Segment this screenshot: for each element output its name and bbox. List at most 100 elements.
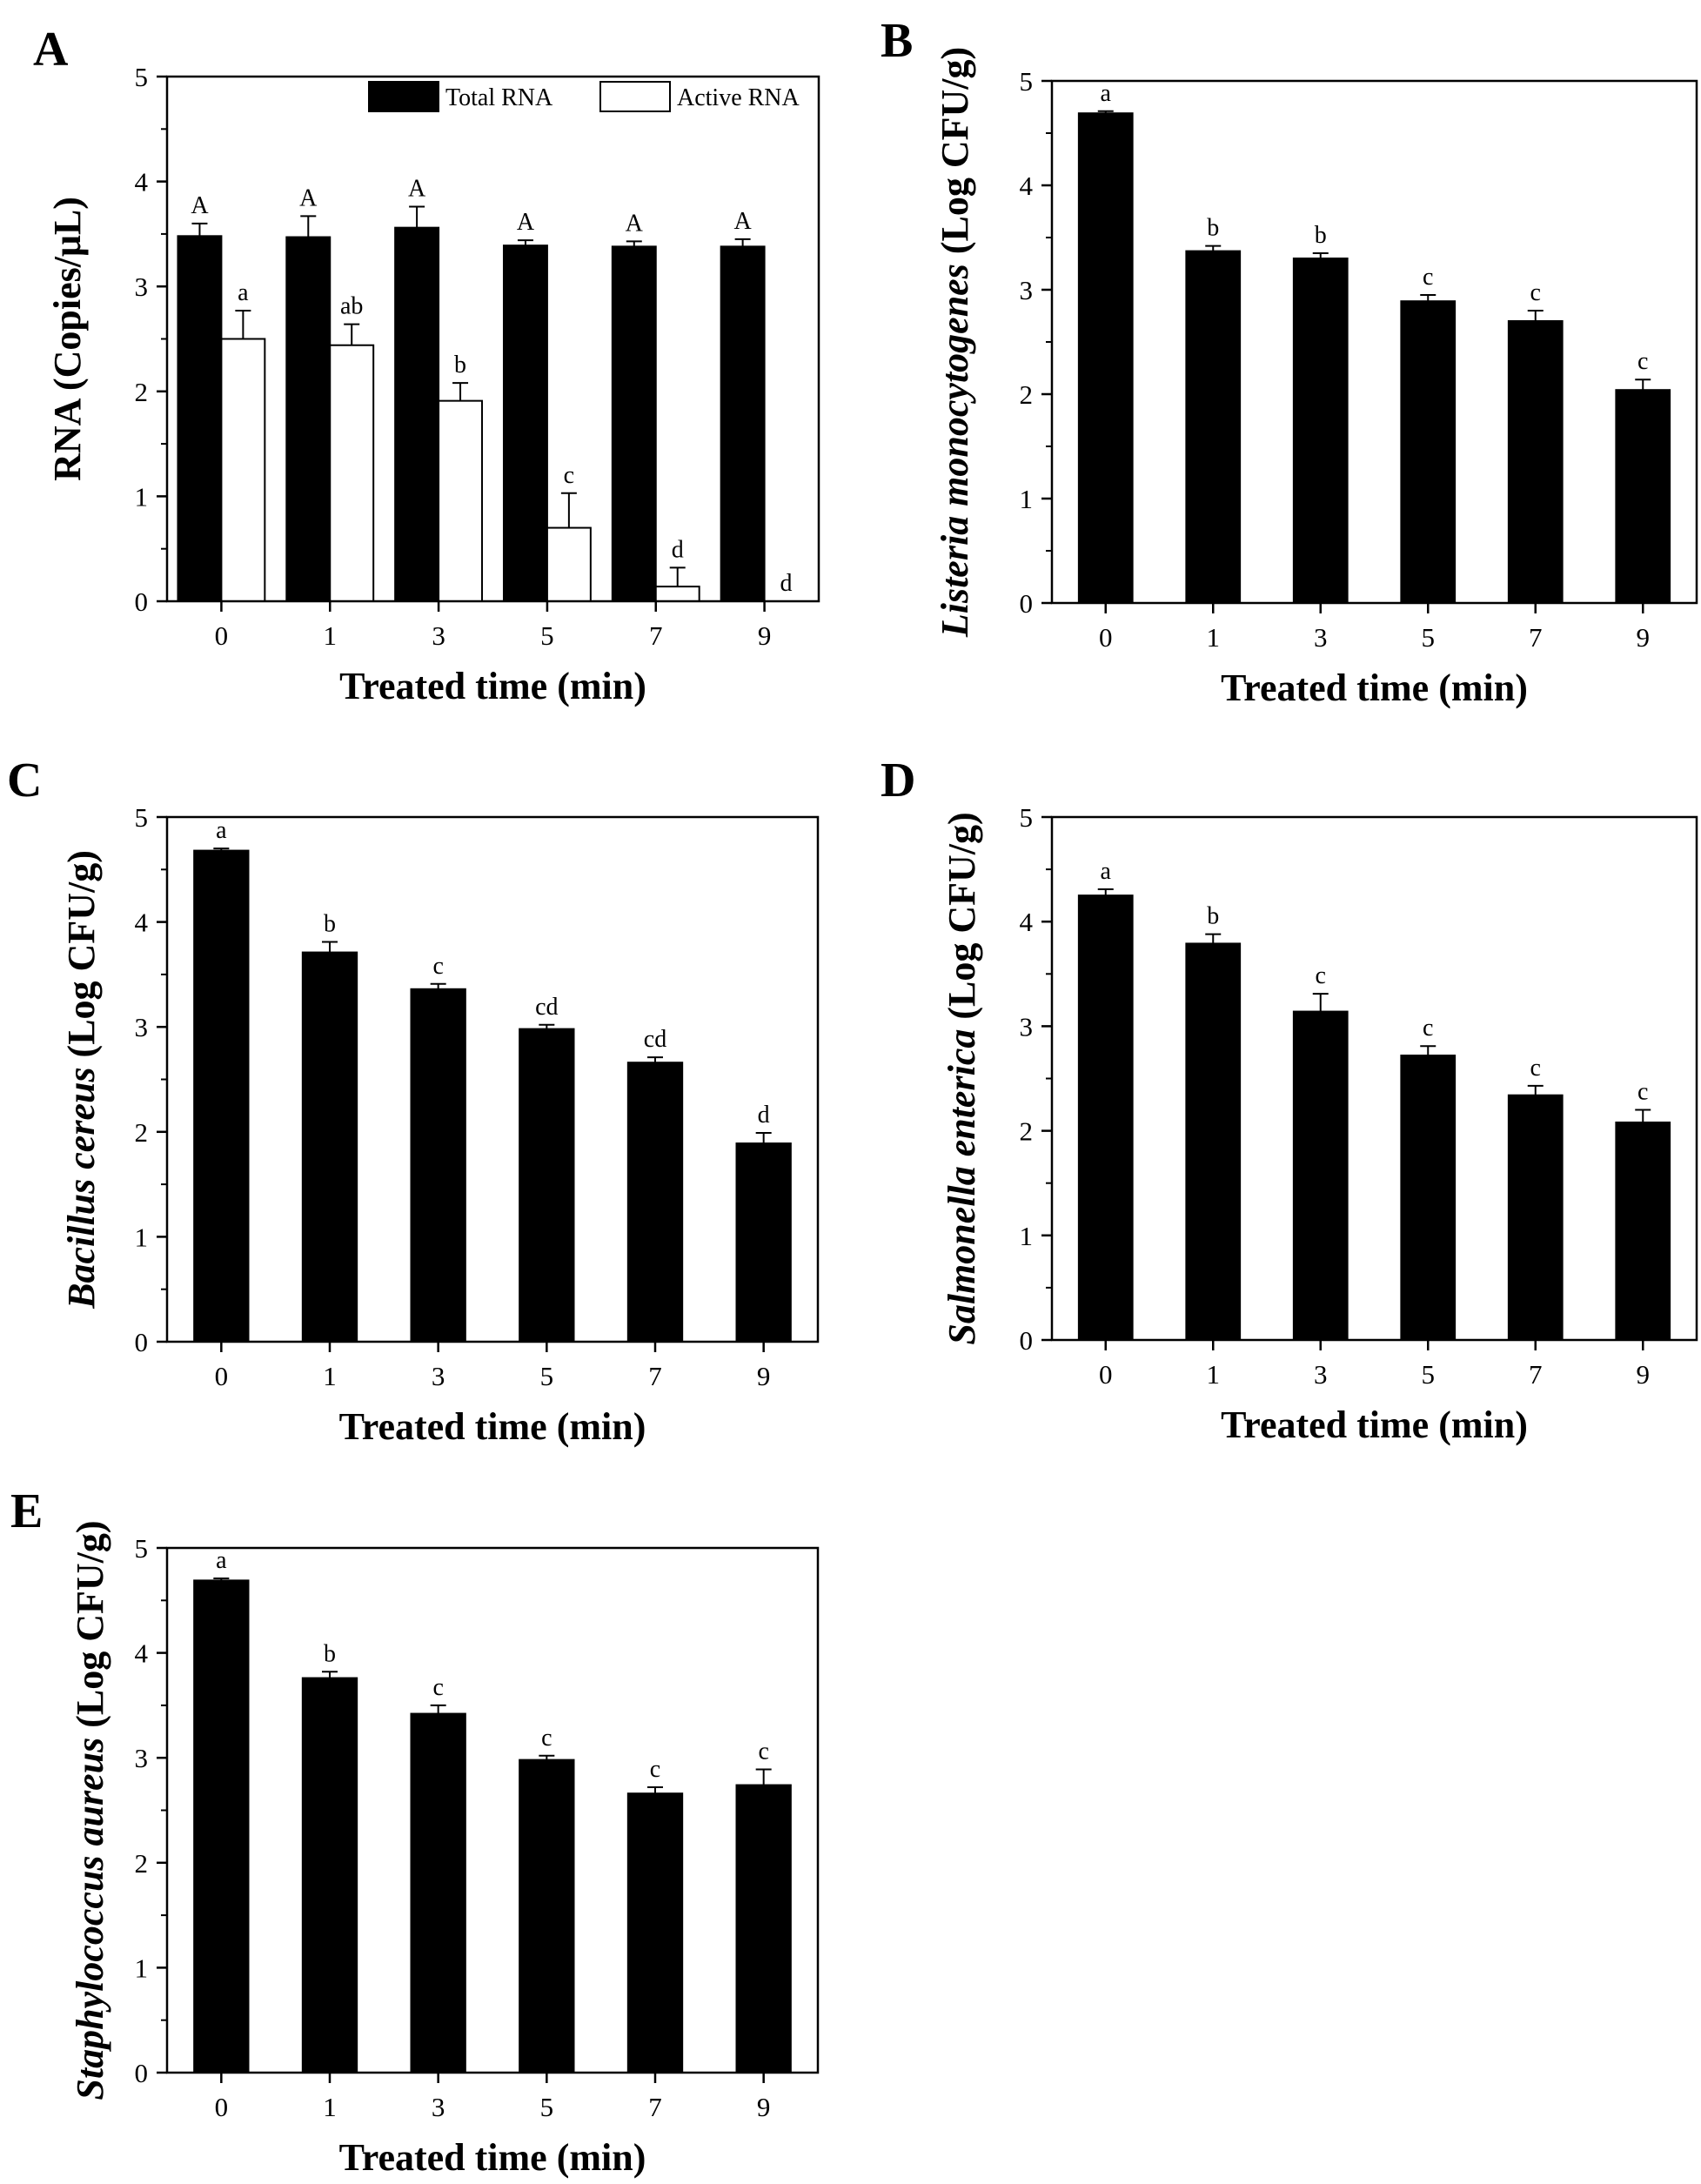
y-tick-label: 2 xyxy=(135,1117,149,1148)
bar xyxy=(410,988,466,1343)
y-tick-label: 5 xyxy=(1020,66,1034,97)
x-tick-label: 3 xyxy=(1314,1359,1328,1390)
chart-panel-a: A A A A A A Aa ab b c d d 0 1 2 3 4 5 0 1 3 5 7 9 Treated time (… xyxy=(33,23,820,707)
significance-label: a xyxy=(1101,858,1112,885)
significance-label: cd xyxy=(535,994,558,1021)
bar xyxy=(285,236,331,602)
significance-label: b xyxy=(324,911,336,938)
significance-label: c xyxy=(432,953,443,980)
bar xyxy=(611,245,657,602)
y-tick-label: 2 xyxy=(1020,379,1034,410)
bar xyxy=(626,1792,684,2074)
x-tick-label: 1 xyxy=(323,2092,337,2122)
significance-label: c xyxy=(541,1725,552,1752)
y-axis-title-unit: (Log CFU/g) xyxy=(941,812,983,1028)
x-tick-label: 3 xyxy=(1314,622,1328,653)
significance-label: a xyxy=(238,279,249,306)
bar xyxy=(626,1062,684,1343)
y-axis-title-species: Salmonella enterica xyxy=(941,1029,983,1345)
panel-letter: A xyxy=(33,23,69,77)
bar xyxy=(1400,1055,1457,1342)
plot-frame xyxy=(165,1546,820,2074)
legend-label: Active RNA xyxy=(677,84,800,111)
plot-frame xyxy=(165,815,820,1343)
bar xyxy=(1185,942,1242,1342)
y-tick-label: 5 xyxy=(1020,802,1034,833)
bar xyxy=(502,245,548,602)
x-tick-label: 5 xyxy=(1422,1359,1436,1390)
significance-label: c xyxy=(564,462,574,489)
x-tick-label: 3 xyxy=(432,620,445,651)
bar xyxy=(301,951,358,1343)
y-tick-label: 5 xyxy=(135,1533,149,1564)
x-axis-title: Treated time (min) xyxy=(339,2136,646,2179)
x-tick-label: 7 xyxy=(1529,622,1543,653)
bar xyxy=(1615,389,1671,605)
x-tick-label: 1 xyxy=(1207,1359,1221,1390)
y-tick-label: 0 xyxy=(135,2058,149,2088)
y-tick-label: 4 xyxy=(135,908,149,938)
significance-label: ab xyxy=(340,293,363,320)
y-tick-label: 1 xyxy=(135,481,149,512)
legend: Total RNA Active RNA xyxy=(368,81,800,112)
significance-label: c xyxy=(1423,1015,1433,1042)
x-tick-label: 5 xyxy=(540,620,554,651)
bar xyxy=(519,1028,575,1343)
significance-label: c xyxy=(1637,348,1648,375)
significance-label: b xyxy=(1207,903,1219,930)
y-axis-title: RNA (Copies/μL) xyxy=(46,197,89,481)
bar xyxy=(410,1712,466,2073)
significance-label: d xyxy=(780,570,793,597)
significance-label: b xyxy=(454,352,466,379)
significance-label: a xyxy=(216,1547,227,1574)
y-tick-label: 0 xyxy=(135,1327,149,1357)
x-tick-label: 9 xyxy=(758,620,772,651)
x-tick-label: 9 xyxy=(757,2092,771,2122)
bar xyxy=(1292,258,1349,604)
y-tick-label: 2 xyxy=(1020,1116,1034,1147)
x-tick-label: 7 xyxy=(648,1361,662,1391)
y-tick-label: 3 xyxy=(1020,275,1034,305)
x-tick-label: 0 xyxy=(215,620,229,651)
x-tick-label: 5 xyxy=(1422,622,1436,653)
y-tick-label: 3 xyxy=(1020,1011,1034,1042)
bar xyxy=(654,586,700,603)
y-tick-label: 1 xyxy=(135,1222,149,1252)
significance-label: d xyxy=(758,1102,770,1129)
x-tick-label: 7 xyxy=(648,2092,662,2122)
y-tick-label: 1 xyxy=(135,1953,149,1983)
y-axis-title-species: Bacillus cereus xyxy=(60,1067,103,1309)
bar xyxy=(735,1142,792,1343)
y-tick-label: 0 xyxy=(1020,588,1034,619)
x-tick-label: 5 xyxy=(540,2092,554,2122)
significance-label: c xyxy=(432,1674,443,1701)
bar xyxy=(1077,112,1134,604)
bar xyxy=(735,1784,792,2073)
significance-label: A xyxy=(408,176,426,203)
significance-label: A xyxy=(191,192,209,219)
x-axis-title: Treated time (min) xyxy=(1221,667,1528,709)
bar xyxy=(1400,300,1457,604)
significance-label: b xyxy=(1207,215,1219,242)
x-tick-label: 0 xyxy=(1099,1359,1113,1390)
y-tick-label: 2 xyxy=(135,377,149,407)
legend-swatch xyxy=(368,81,439,112)
chart-panel-b: Ba b b c c c 0 1 2 3 4 5 0 1 3 5 7 9 Treated time (min) Lis… xyxy=(881,14,1698,709)
chart-panel-c: Ca b c cd cd d 0 1 2 3 4 5 0 1 3 5 7 9 Treated time (min) B… xyxy=(7,754,820,1448)
y-tick-label: 3 xyxy=(135,1012,149,1042)
y-tick-label: 2 xyxy=(135,1848,149,1879)
bar xyxy=(177,235,223,602)
y-axis-title-species: Staphylococcus aureus xyxy=(69,1738,111,2100)
panel-letter: C xyxy=(7,754,42,807)
plot-frame xyxy=(1050,815,1698,1342)
legend-label: Total RNA xyxy=(445,84,553,111)
panel-letter: D xyxy=(881,754,915,807)
panel-letter: B xyxy=(881,14,913,68)
bar xyxy=(1507,1094,1564,1342)
significance-label: c xyxy=(1637,1079,1648,1106)
y-tick-label: 3 xyxy=(135,271,149,302)
y-tick-label: 0 xyxy=(1020,1325,1034,1356)
bar xyxy=(1077,894,1134,1342)
y-axis-title: Bacillus cereus (Log CFU/g) xyxy=(60,850,103,1310)
